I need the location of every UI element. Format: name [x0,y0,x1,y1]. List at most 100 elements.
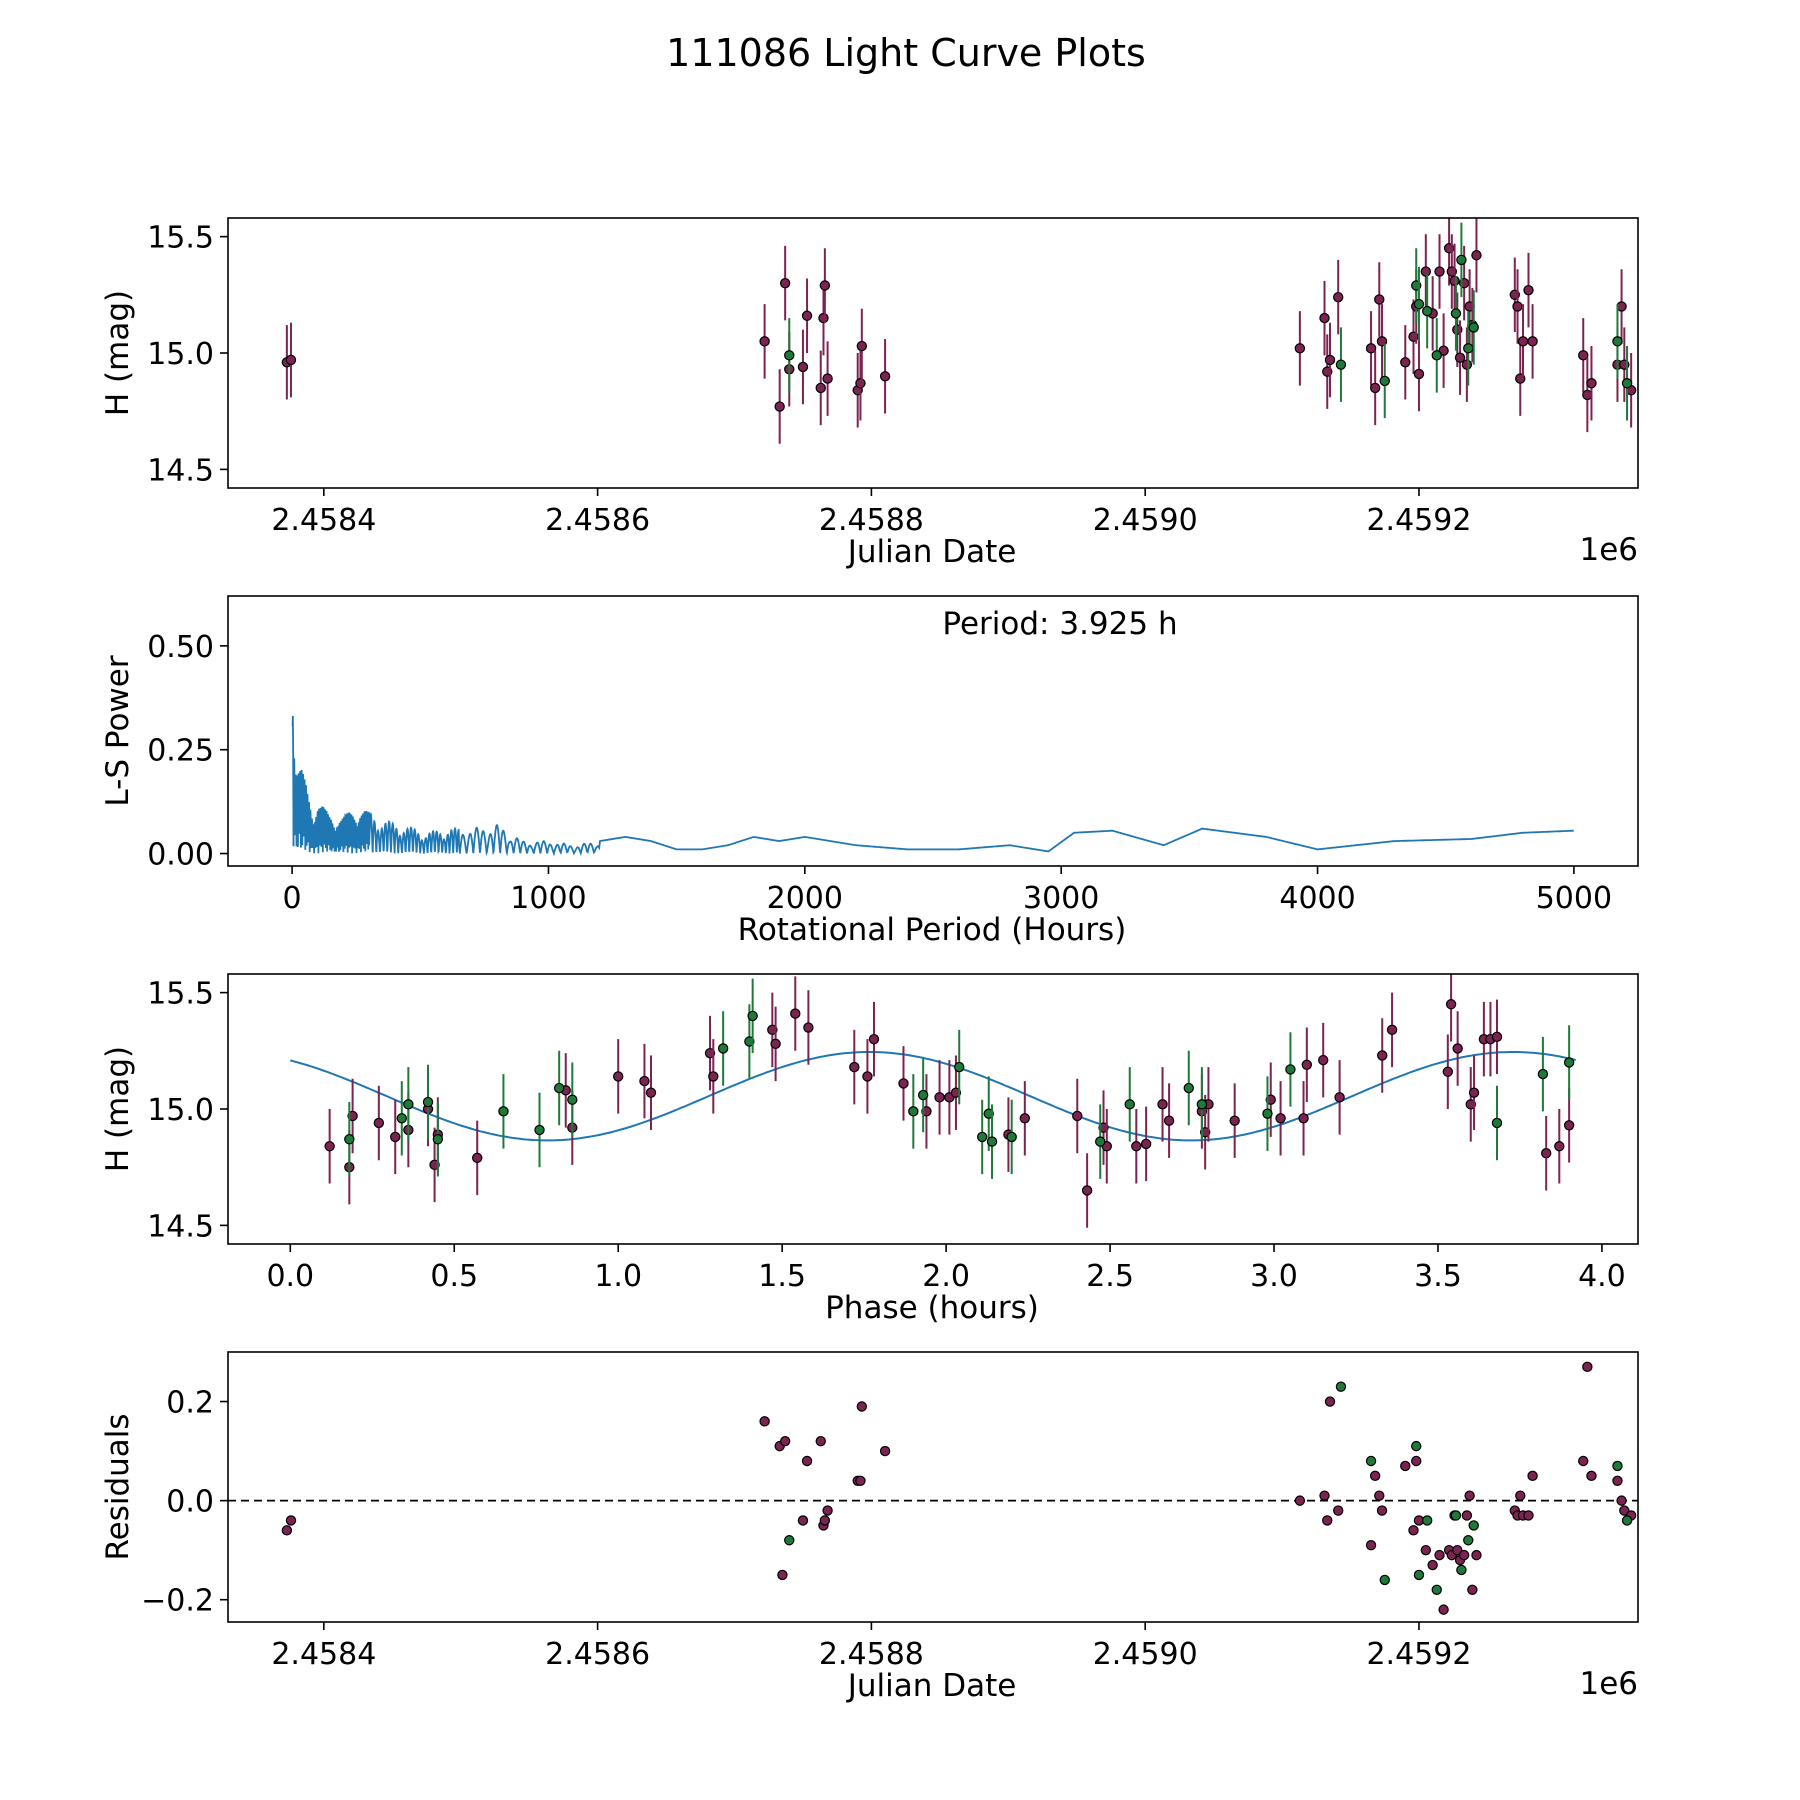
phased-point-green [498,1106,509,1117]
lightcurve-point-magenta [1294,343,1306,354]
phased-xtick-label: 3.5 [1414,1259,1462,1294]
periodogram-line [291,715,1574,857]
residuals-point-magenta [819,1515,831,1526]
lightcurve-point-magenta [818,312,829,324]
lightcurve-ticks: 2.4584 2.4586 2.4588 2.4590 2.4592 14.5 15.0 15… [147,221,1471,538]
phased-ticks: 0.0 0.5 1.0 1.5 2.0 2.5 3.0 3.5 4.0 14.5 15.0 15.5 [147,977,1626,1294]
periodogram-ytick-label: 0.00 [147,838,214,873]
residuals-ylabel: Residuals [100,1413,136,1560]
residuals-point-green [1431,1584,1442,1595]
residuals-point-magenta [856,1401,868,1412]
residuals-point-magenta [1515,1490,1526,1501]
phased-ytick-label: 15.5 [147,977,214,1012]
residuals-point-magenta [1464,1490,1475,1501]
lightcurve-point-magenta [759,336,770,347]
lightcurve-point-magenta [1365,343,1377,354]
residuals-point-magenta [281,1525,293,1536]
periodogram-ytick-label: 0.25 [147,734,214,769]
periodogram-xtick-label: 0 [283,881,302,916]
lightcurve-point-magenta [1517,336,1529,347]
phased-point-magenta [849,1061,860,1073]
lightcurve-point-green [1612,336,1623,347]
lightcurve-point-magenta [801,310,813,321]
phased-point-magenta [1140,1138,1152,1150]
residuals-point-magenta [1411,1455,1422,1467]
periodogram-xtick-label: 3000 [1023,881,1099,916]
residuals-point-magenta [1438,1604,1449,1615]
phased-point-magenta [472,1152,483,1164]
residuals-point-magenta [1400,1460,1411,1472]
lightcurve-point-magenta [1420,266,1432,277]
lightcurve-plot-area [281,218,1637,444]
phased-point-green [1196,1099,1208,1110]
lightcurve-point-magenta [1333,291,1344,303]
phased-point-green [1006,1131,1017,1143]
phased-point-green [986,1136,998,1147]
residuals-point-green [1450,1510,1462,1521]
residuals-point-magenta [1527,1470,1538,1482]
phased-point-magenta [803,1022,814,1033]
phased-xtick-label: 0.0 [266,1259,314,1294]
phased-point-magenta [1072,1110,1083,1122]
phased-point-green [553,1082,565,1094]
lightcurve-point-magenta [1523,284,1534,296]
lightcurve-xtick-label: 2.4590 [1093,503,1198,538]
lightcurve-point-green [1456,254,1467,266]
phased-point-green [917,1089,929,1101]
periodogram-panel: 0 1000 2000 3000 4000 5000 0.00 0.25 0.50 Period… [100,595,1639,948]
residuals-plot-area [228,1361,1638,1615]
lightcurve-xtick-label: 2.4592 [1366,503,1471,538]
phased-point-green [1095,1136,1106,1147]
lightcurve-point-magenta [1512,301,1523,312]
residuals-axes-frame [227,1351,1639,1623]
lightcurve-point-green [1421,305,1433,317]
residuals-offset-label: 1e6 [1579,1666,1638,1702]
lightcurve-point-magenta [879,371,891,382]
phased-point-magenta [373,1117,385,1129]
phased-point-green [1183,1082,1194,1094]
residuals-point-green [1456,1564,1467,1576]
lightcurve-xtick-label: 2.4586 [545,503,650,538]
lightcurve-panel: 2.4584 2.4586 2.4588 2.4590 2.4592 14.5 15.0 15… [100,217,1639,570]
lightcurve-point-magenta [779,277,791,289]
periodogram-xtick-label: 1000 [510,881,586,916]
lightcurve-ytick-label: 15.0 [147,337,214,372]
residuals-point-magenta [285,1515,297,1526]
residuals-point-magenta [1319,1490,1330,1501]
lightcurve-point-magenta [797,361,809,373]
phased-point-magenta [1131,1141,1142,1152]
lightcurve-point-magenta [1434,266,1445,277]
phased-point-magenta [1229,1115,1240,1126]
residuals-point-magenta [1324,1396,1336,1407]
residuals-point-green [1463,1535,1474,1546]
phased-point-green [717,1043,729,1054]
residuals-ytick-label: −0.2 [141,1584,214,1619]
lightcurve-ytick-label: 15.5 [147,221,214,256]
periodogram-ticks: 0 1000 2000 3000 4000 5000 0.00 0.25 0.50 [147,630,1612,916]
lightcurve-point-green [1450,308,1462,319]
lightcurve-ytick-label: 14.5 [147,453,214,488]
phased-point-magenta [1442,1066,1454,1077]
phased-point-magenta [1491,1031,1503,1043]
lightcurve-ylabel: H (mag) [100,290,136,416]
phased-xtick-label: 1.0 [594,1259,642,1294]
lightcurve-offset-label: 1e6 [1579,532,1638,568]
phased-point-green [1262,1108,1273,1119]
phased-point-green [908,1106,919,1117]
lightcurve-point-magenta [1324,354,1336,366]
lightcurve-point-green [784,350,795,361]
phased-model-curve [290,1051,1576,1142]
figure-title: 111086 Light Curve Plots [666,31,1146,75]
residuals-point-magenta [779,1435,791,1447]
residuals-xtick-label: 2.4586 [545,1637,650,1672]
lightcurve-point-green [1379,375,1390,387]
residuals-point-magenta [1619,1505,1630,1516]
residuals-ytick-label: 0.0 [166,1485,214,1520]
phased-ytick-label: 14.5 [147,1209,214,1244]
phased-point-magenta [1334,1092,1345,1103]
lightcurve-point-magenta [1586,378,1597,389]
residuals-xtick-label: 2.4588 [819,1637,924,1672]
phased-point-magenta [1298,1113,1309,1124]
lightcurve-point-green [1468,322,1479,333]
